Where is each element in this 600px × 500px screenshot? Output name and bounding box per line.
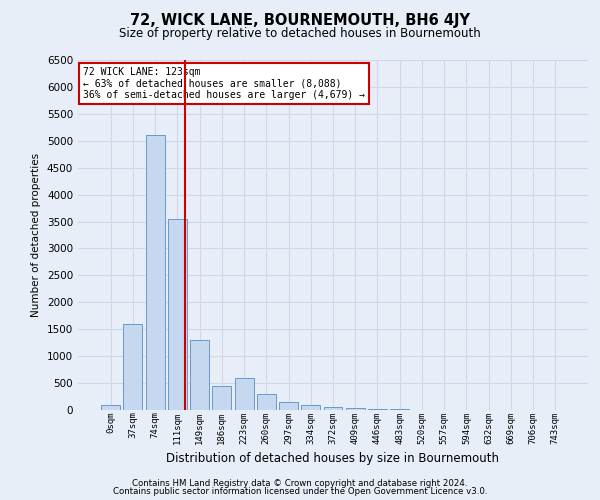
Bar: [146, 136, 164, 410]
Bar: [235, 378, 254, 410]
Bar: [279, 402, 298, 410]
Text: 72, WICK LANE, BOURNEMOUTH, BH6 4JY: 72, WICK LANE, BOURNEMOUTH, BH6 4JY: [130, 12, 470, 28]
Bar: [190, 340, 209, 410]
Bar: [301, 404, 320, 410]
X-axis label: Distribution of detached houses by size in Bournemouth: Distribution of detached houses by size …: [167, 452, 499, 465]
Bar: [257, 394, 276, 410]
Bar: [168, 219, 187, 410]
Text: Contains HM Land Registry data © Crown copyright and database right 2024.: Contains HM Land Registry data © Crown c…: [132, 478, 468, 488]
Bar: [101, 404, 120, 410]
Bar: [212, 386, 231, 410]
Bar: [323, 408, 343, 410]
Bar: [346, 408, 365, 410]
Text: Size of property relative to detached houses in Bournemouth: Size of property relative to detached ho…: [119, 28, 481, 40]
Bar: [124, 324, 142, 410]
Text: Contains public sector information licensed under the Open Government Licence v3: Contains public sector information licen…: [113, 487, 487, 496]
Bar: [368, 409, 387, 410]
Text: 72 WICK LANE: 123sqm
← 63% of detached houses are smaller (8,088)
36% of semi-de: 72 WICK LANE: 123sqm ← 63% of detached h…: [83, 67, 365, 100]
Y-axis label: Number of detached properties: Number of detached properties: [31, 153, 41, 317]
